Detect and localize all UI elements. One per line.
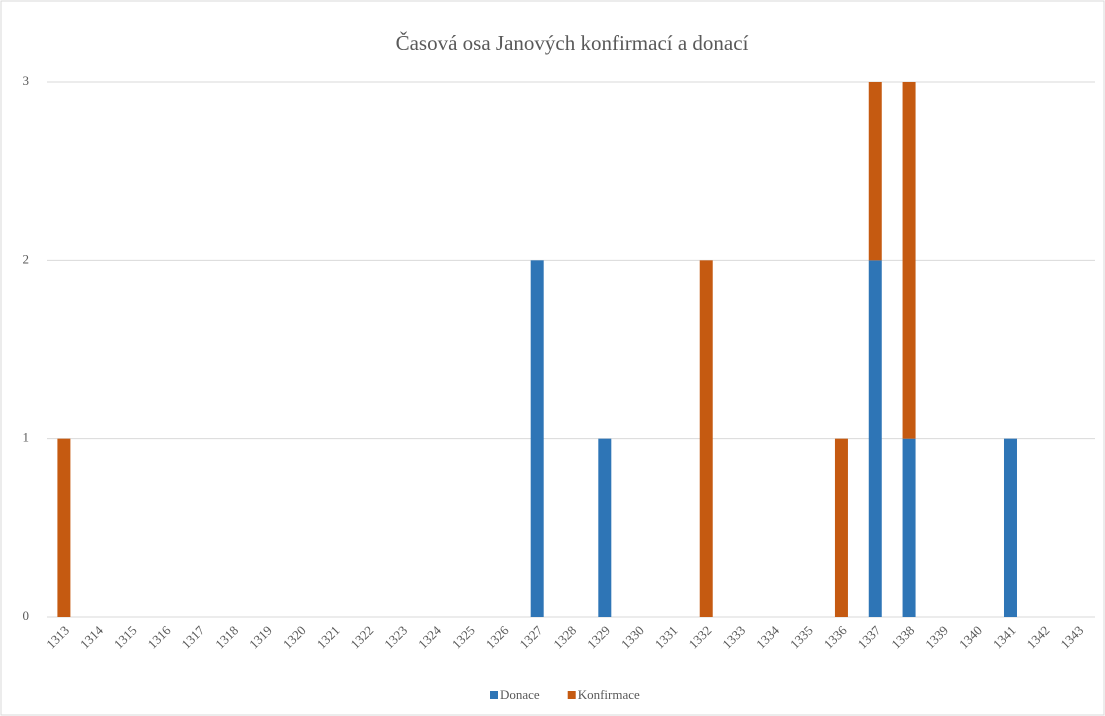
bar <box>902 438 916 617</box>
y-tick-label: 3 <box>23 73 30 88</box>
bar <box>57 438 71 617</box>
bar <box>699 260 713 617</box>
legend-swatch <box>567 691 576 699</box>
legend-label: Donace <box>500 687 540 702</box>
bar <box>868 260 882 617</box>
legend-swatch <box>490 691 498 699</box>
bar <box>902 82 916 439</box>
bar <box>834 438 848 617</box>
bar <box>530 260 544 617</box>
y-tick-label: 1 <box>23 430 30 445</box>
y-tick-label: 0 <box>23 608 30 623</box>
legend-label: Konfirmace <box>578 687 640 702</box>
bar <box>598 438 612 617</box>
bar <box>868 82 882 261</box>
chart-title: Časová osa Janových konfirmací a donací <box>396 31 749 55</box>
y-tick-label: 2 <box>23 251 30 266</box>
bar <box>1003 438 1017 617</box>
